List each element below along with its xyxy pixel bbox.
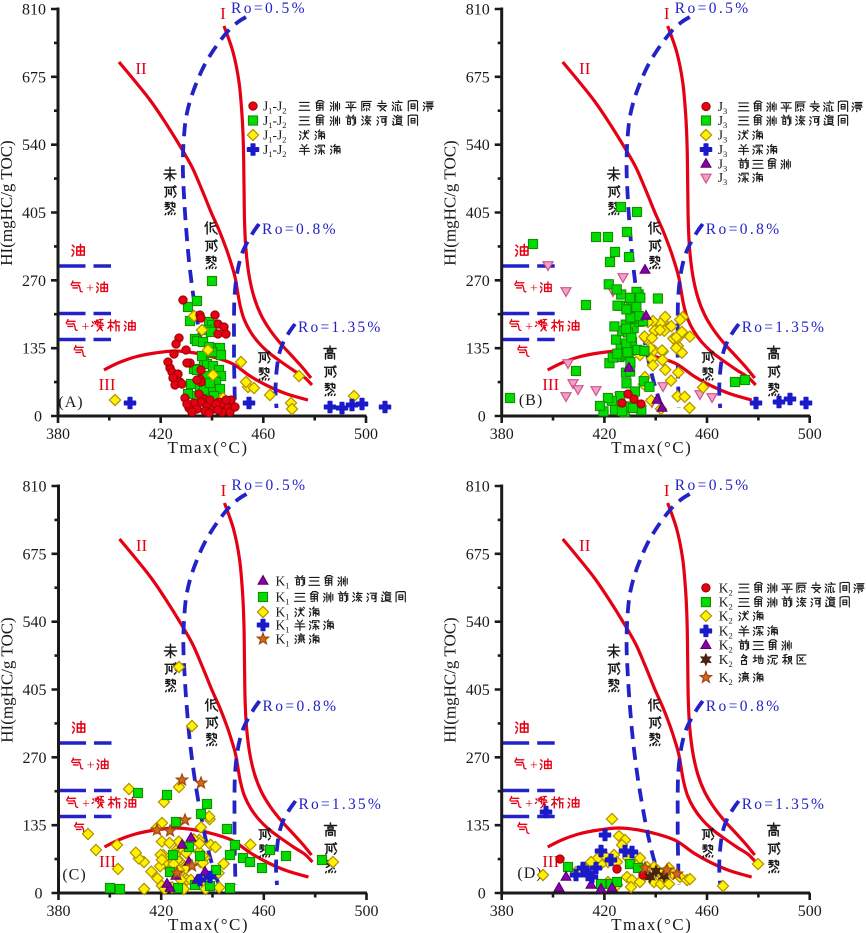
svg-text:675: 675 [22, 69, 46, 86]
svg-text:675: 675 [23, 546, 47, 563]
svg-text:0: 0 [478, 409, 486, 426]
svg-text:I: I [221, 481, 227, 500]
svg-text:270: 270 [23, 750, 47, 767]
svg-text:Ro=1.35%: Ro=1.35% [742, 319, 826, 336]
svg-text:460: 460 [252, 903, 276, 920]
svg-text:405: 405 [466, 682, 490, 699]
svg-text:II: II [579, 59, 591, 78]
svg-text:Ro=1.35%: Ro=1.35% [299, 796, 383, 813]
svg-text:135: 135 [466, 818, 490, 835]
svg-text:+: + [530, 281, 538, 296]
svg-text:420: 420 [149, 903, 173, 920]
svg-text:I: I [220, 4, 226, 23]
svg-text:J3: J3 [718, 142, 728, 159]
svg-text:500: 500 [798, 426, 822, 443]
svg-text:0: 0 [478, 886, 486, 903]
svg-text:+: + [86, 281, 94, 296]
svg-text:J3: J3 [718, 128, 728, 145]
svg-text:460: 460 [695, 426, 719, 443]
svg-text:HI(mgHC/g TOC): HI(mgHC/g TOC) [0, 140, 16, 265]
svg-text:I: I [664, 481, 670, 500]
svg-text:0: 0 [34, 409, 42, 426]
svg-text:0: 0 [35, 886, 43, 903]
svg-text:III: III [99, 375, 116, 394]
svg-text:540: 540 [466, 614, 490, 631]
svg-text:Ro=0.8%: Ro=0.8% [263, 698, 339, 715]
svg-text:380: 380 [490, 426, 514, 443]
svg-text:460: 460 [251, 426, 275, 443]
svg-text:420: 420 [592, 426, 616, 443]
svg-text:810: 810 [466, 479, 490, 496]
svg-text:Ro=1.35%: Ro=1.35% [298, 319, 382, 336]
svg-text:(A): (A) [58, 394, 83, 411]
svg-text:540: 540 [466, 137, 490, 154]
svg-text:J3: J3 [718, 99, 728, 116]
svg-text:540: 540 [23, 614, 47, 631]
svg-text:Ro=0.5%: Ro=0.5% [232, 477, 308, 494]
svg-text:420: 420 [592, 903, 616, 920]
svg-text:II: II [136, 536, 148, 555]
svg-text:810: 810 [23, 479, 47, 496]
svg-text:420: 420 [149, 426, 173, 443]
svg-text:500: 500 [354, 426, 378, 443]
svg-text:Ro=0.8%: Ro=0.8% [262, 221, 338, 238]
svg-text:+: + [87, 758, 95, 773]
svg-text:810: 810 [466, 2, 490, 19]
svg-text:135: 135 [22, 341, 46, 358]
svg-text:Ro=0.8%: Ro=0.8% [706, 698, 782, 715]
svg-text:270: 270 [466, 750, 490, 767]
svg-text:III: III [99, 852, 116, 871]
svg-text:Ro=0.8%: Ro=0.8% [706, 221, 782, 238]
svg-text:380: 380 [490, 903, 514, 920]
svg-text:Ro=1.35%: Ro=1.35% [742, 796, 826, 813]
svg-text:Ro=0.5%: Ro=0.5% [675, 0, 751, 17]
svg-text:Tmax(°C): Tmax(°C) [611, 438, 692, 457]
svg-text:135: 135 [23, 818, 47, 835]
svg-text:J3: J3 [718, 113, 728, 130]
svg-text:+: + [530, 758, 538, 773]
svg-text:Tmax(°C): Tmax(°C) [168, 915, 249, 933]
svg-text:J3: J3 [718, 157, 728, 174]
svg-text:(D): (D) [517, 865, 542, 882]
svg-text:500: 500 [355, 903, 379, 920]
svg-text:II: II [579, 536, 591, 555]
svg-text:405: 405 [22, 205, 46, 222]
svg-text:(C): (C) [62, 867, 86, 884]
svg-text:380: 380 [47, 903, 71, 920]
svg-text:HI(mgHC/g TOC): HI(mgHC/g TOC) [0, 617, 17, 742]
svg-text:675: 675 [466, 69, 490, 86]
svg-text:+: + [82, 797, 90, 812]
svg-text:I: I [664, 4, 670, 23]
svg-text:Ro=0.5%: Ro=0.5% [231, 0, 307, 17]
svg-text:135: 135 [466, 341, 490, 358]
svg-text:HI(mgHC/g TOC): HI(mgHC/g TOC) [441, 617, 460, 742]
svg-text:+: + [525, 320, 533, 335]
svg-text:+: + [81, 320, 89, 335]
svg-text:675: 675 [466, 546, 490, 563]
svg-text:270: 270 [22, 273, 46, 290]
svg-text:Tmax(°C): Tmax(°C) [611, 915, 692, 933]
svg-text:J3: J3 [718, 170, 728, 187]
svg-text:810: 810 [22, 2, 46, 19]
svg-text:III: III [542, 852, 559, 871]
svg-text:II: II [135, 59, 147, 78]
svg-text:540: 540 [22, 137, 46, 154]
svg-text:405: 405 [23, 682, 47, 699]
svg-text:(B): (B) [519, 392, 543, 409]
svg-text:500: 500 [798, 903, 822, 920]
svg-text:Tmax(°C): Tmax(°C) [167, 438, 248, 457]
svg-text:+: + [525, 797, 533, 812]
svg-text:III: III [542, 375, 559, 394]
svg-text:380: 380 [46, 426, 70, 443]
svg-text:405: 405 [466, 205, 490, 222]
svg-text:HI(mgHC/g TOC): HI(mgHC/g TOC) [441, 140, 460, 265]
svg-text:270: 270 [466, 273, 490, 290]
svg-text:460: 460 [695, 903, 719, 920]
svg-text:Ro=0.5%: Ro=0.5% [675, 477, 751, 494]
